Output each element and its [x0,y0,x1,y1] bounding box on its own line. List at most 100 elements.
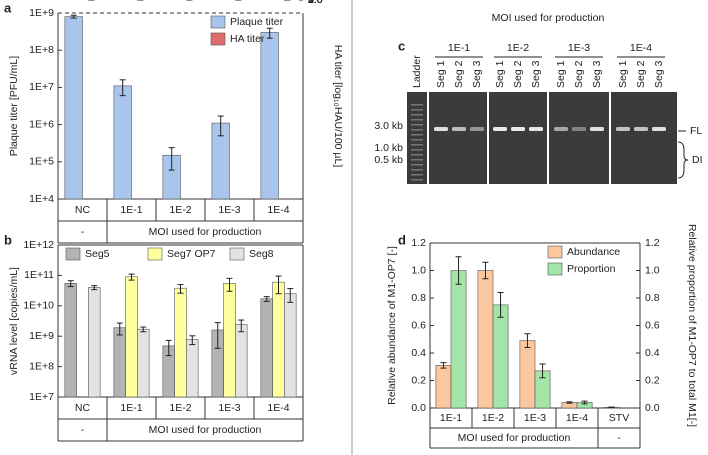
gel-group-label: 1E-1 [448,42,470,54]
legend-swatch [547,262,563,276]
bar [125,276,138,398]
error-bar [217,115,224,137]
lane-label: Seg 1 [617,60,629,88]
y-tick-label: 1E+8 [29,360,54,372]
error-bar [266,27,273,39]
group-label: MOI used for production [149,424,262,436]
panel-letter: d [398,232,406,247]
lane-label: Seg 2 [453,60,465,88]
bar [450,270,467,409]
bar [64,282,77,398]
size-marker: 3.0 kb [374,120,403,132]
error-bar [140,326,147,333]
bar [113,85,132,200]
lane-label: Seg 3 [653,60,665,88]
ladder-band [411,144,423,146]
gel-group-label: 1E-2 [507,42,529,54]
bar [519,340,536,409]
bar [260,32,279,200]
gel-title: MOI used for production [492,12,605,24]
x-tick-label: 1E-2 [169,402,191,414]
x-tick-label: 1E-1 [120,402,142,414]
y-tick-label: 0.6 [411,319,426,331]
y2-tick-label: 1.2 [645,237,660,249]
group-label: MOI used for production [458,432,571,444]
x-tick-label: NC [75,204,91,216]
legend-label: Plaque titer [230,16,284,28]
bar [260,298,273,398]
ladder-band [411,179,423,181]
error-bar [275,275,282,295]
y-tick-label: 1E+7 [29,391,54,403]
error-bar [67,280,74,288]
y-tick-label: 1E+12 [23,239,54,251]
ladder-band [411,159,423,161]
error-bar [263,296,270,302]
error-bar [91,285,98,291]
error-bar [539,363,546,379]
legend-label: Seg7 OP7 [167,248,216,260]
lane-label: Seg 1 [435,60,447,88]
ladder-band [411,139,423,141]
error-bar [189,335,196,346]
y-tick-label: 1E+9 [29,330,54,342]
error-bar [128,273,135,281]
legend-swatch [147,247,163,261]
gel-band [529,127,543,131]
group-label: MOI used for production [149,226,262,238]
y2-tick-label: 0.4 [645,347,660,359]
gel-group-label: 1E-4 [630,42,652,54]
error-bar [440,362,447,369]
bar [113,327,126,398]
error-bar [226,277,233,292]
di-brace [677,141,689,179]
gel-band [452,127,466,131]
bar [235,324,248,398]
gel-image [407,92,677,184]
gel-band [554,127,568,131]
gel-group-label: 1E-3 [568,42,590,54]
gel-band [572,127,586,131]
gel-band [493,127,507,131]
y2-tick-label: 3.0 [308,0,323,6]
legend-label: Seg5 [85,248,110,260]
gel-band [511,127,525,131]
lane-label: Seg 3 [591,60,603,88]
x-tick-label: NC [75,402,91,414]
error-bar [116,322,123,336]
group-label: - [617,432,621,444]
x-tick-label: 1E-3 [218,402,240,414]
error-bar [214,322,221,349]
error-bar [238,319,245,333]
lane-label: Seg 1 [494,60,506,88]
ladder-label: Ladder [411,55,423,88]
ladder-band [411,129,423,131]
error-bar [455,256,462,285]
y-tick-label: 0.4 [411,347,426,359]
y2-tick-label: 0.2 [645,374,660,386]
gel-band [590,127,604,131]
size-marker: 1.0 kb [374,142,403,154]
y-tick-label: 0.0 [411,402,426,414]
legend-swatch [210,32,226,46]
ladder-band [411,164,423,166]
y-axis-label: Plaque titer [PFU/mL] [8,56,20,156]
x-tick-label: 1E-4 [267,204,289,216]
ladder-band [411,124,423,126]
x-tick-label: 1E-2 [169,204,191,216]
x-tick-label: STV [609,412,629,424]
bar [186,339,199,398]
legend-label: Abundance [567,246,620,258]
error-bar [608,406,615,409]
y2-tick-label: 0.6 [645,319,660,331]
bar [492,304,509,409]
panel-letter: b [4,232,12,247]
lane-label: Seg 2 [573,60,585,88]
error-bar [524,333,531,348]
y-tick-label: 1.2 [411,237,426,249]
bar [272,281,285,398]
y-tick-label: 1E+11 [24,269,54,281]
error-bar [581,400,588,405]
